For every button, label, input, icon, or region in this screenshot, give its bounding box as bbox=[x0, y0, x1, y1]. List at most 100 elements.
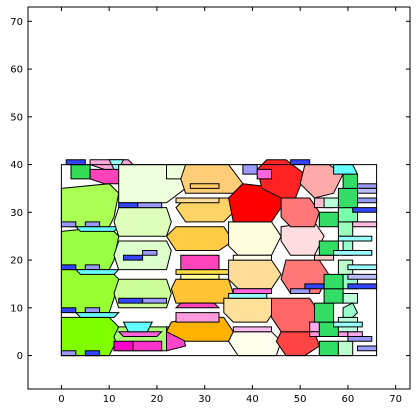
x-tick-label: 50 bbox=[294, 394, 307, 405]
shape-45 bbox=[180, 273, 220, 280]
shape-33 bbox=[118, 202, 139, 209]
shape-68 bbox=[290, 288, 311, 294]
shape-57 bbox=[232, 288, 272, 294]
shape-55 bbox=[232, 326, 272, 333]
y-tick-label: 40 bbox=[10, 160, 23, 171]
shape-42 bbox=[175, 269, 230, 275]
shape-1 bbox=[60, 269, 120, 314]
shape-27 bbox=[117, 331, 163, 337]
y-tick-label: 50 bbox=[10, 112, 23, 123]
x-tick-label: 0 bbox=[58, 394, 64, 405]
shape-48 bbox=[189, 183, 220, 189]
shape-107 bbox=[357, 345, 378, 352]
y-tick-label: 20 bbox=[10, 256, 23, 267]
shape-13 bbox=[84, 221, 101, 228]
shape-43 bbox=[175, 312, 220, 323]
shape-105 bbox=[333, 321, 363, 328]
shape-80 bbox=[318, 211, 339, 228]
shape-39 bbox=[165, 226, 234, 251]
y-tick-label: 10 bbox=[10, 303, 23, 314]
shape-10 bbox=[60, 264, 77, 271]
shape-29 bbox=[118, 297, 144, 304]
shape-46 bbox=[180, 254, 220, 271]
shape-86 bbox=[342, 293, 358, 304]
shape-47 bbox=[175, 197, 220, 204]
shape-83 bbox=[347, 331, 363, 337]
shape-74 bbox=[318, 340, 339, 357]
shape-97 bbox=[357, 197, 378, 204]
shape-100 bbox=[333, 250, 373, 256]
shape-11 bbox=[84, 264, 101, 271]
x-tick-label: 20 bbox=[151, 394, 164, 405]
shape-25 bbox=[113, 340, 134, 352]
shape-95 bbox=[357, 183, 378, 189]
shape-101 bbox=[337, 235, 373, 242]
shape-69 bbox=[304, 283, 325, 290]
shape-82 bbox=[337, 340, 354, 357]
shape-96 bbox=[357, 187, 378, 194]
shape-106 bbox=[347, 336, 373, 342]
plot-area bbox=[28, 7, 410, 389]
x-tick-label: 40 bbox=[246, 394, 259, 405]
shape-98 bbox=[352, 207, 378, 213]
shape-102 bbox=[347, 264, 378, 271]
region-boundary bbox=[60, 164, 378, 357]
shape-8 bbox=[60, 307, 77, 314]
shape-52 bbox=[228, 221, 282, 256]
shape-49 bbox=[228, 331, 282, 357]
shape-37 bbox=[165, 316, 234, 342]
shape-51 bbox=[228, 259, 282, 290]
axes-frame bbox=[27, 6, 411, 390]
shape-50 bbox=[223, 297, 277, 323]
shape-7 bbox=[84, 350, 101, 357]
x-tick-label: 70 bbox=[389, 394, 402, 405]
shape-99 bbox=[352, 221, 378, 228]
shape-16 bbox=[74, 226, 120, 232]
shape-32 bbox=[142, 250, 158, 256]
shape-30 bbox=[142, 297, 167, 304]
shape-12 bbox=[60, 221, 77, 228]
y-tick-label: 0 bbox=[17, 351, 23, 362]
shape-60 bbox=[256, 168, 272, 180]
shape-92 bbox=[337, 187, 358, 209]
y-tick-label: 60 bbox=[10, 65, 23, 76]
shape-9 bbox=[84, 307, 101, 314]
shape-5 bbox=[65, 159, 86, 166]
shape-2 bbox=[60, 226, 120, 271]
shape-14 bbox=[74, 312, 120, 318]
shape-28 bbox=[122, 321, 154, 333]
shape-23 bbox=[113, 207, 172, 237]
shape-4 bbox=[70, 164, 91, 180]
shapes-layer bbox=[60, 159, 378, 357]
shape-94 bbox=[333, 164, 359, 175]
shape-76 bbox=[314, 302, 335, 323]
shape-104 bbox=[347, 283, 378, 290]
shape-90 bbox=[337, 221, 354, 237]
x-tick-label: 60 bbox=[342, 394, 355, 405]
shape-103 bbox=[347, 273, 378, 280]
shape-77 bbox=[323, 288, 344, 304]
shape-67 bbox=[290, 159, 311, 166]
shape-65 bbox=[280, 197, 320, 228]
shape-6 bbox=[60, 350, 77, 357]
y-tick-label: 70 bbox=[10, 17, 23, 28]
shape-93 bbox=[342, 173, 358, 189]
shape-34 bbox=[137, 202, 163, 209]
shape-26 bbox=[132, 340, 163, 352]
shape-85 bbox=[342, 302, 359, 318]
shape-58 bbox=[232, 254, 272, 261]
x-tick-label: 10 bbox=[103, 394, 116, 405]
y-axis-ticks: 0 10 20 30 40 50 60 70 bbox=[10, 17, 410, 362]
shape-56 bbox=[228, 293, 268, 299]
y-tick-label: 30 bbox=[10, 208, 23, 219]
shape-31 bbox=[123, 254, 144, 261]
shape-3 bbox=[60, 183, 120, 228]
shape-0 bbox=[60, 316, 120, 357]
shape-78 bbox=[323, 273, 344, 290]
shape-15 bbox=[74, 269, 120, 275]
x-tick-label: 30 bbox=[198, 394, 211, 405]
shape-44 bbox=[174, 302, 221, 309]
x-axis-ticks: 0 10 20 30 40 50 60 70 bbox=[58, 7, 402, 405]
shape-59 bbox=[242, 164, 258, 175]
